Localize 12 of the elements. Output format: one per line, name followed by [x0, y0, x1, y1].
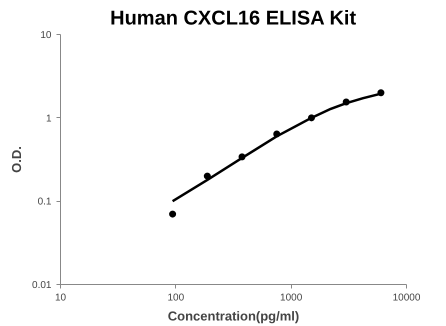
x-tick-label: 10000 — [392, 292, 421, 304]
x-tick-label: 100 — [167, 292, 185, 304]
x-axis-title: Concentration(pg/ml) — [168, 308, 300, 324]
y-tick-label: 0.1 — [38, 196, 52, 208]
x-tick-label: 1000 — [280, 292, 303, 304]
y-tick-label: 10 — [40, 30, 52, 41]
chart-title: Human CXCL16 ELISA Kit — [110, 8, 356, 30]
point — [169, 210, 176, 218]
y-axis-title: O.D. — [9, 146, 24, 173]
y-tick-label: 1 — [46, 113, 52, 124]
y-tick-label: 0.01 — [32, 280, 52, 291]
x-tick-label: 10 — [54, 292, 66, 304]
